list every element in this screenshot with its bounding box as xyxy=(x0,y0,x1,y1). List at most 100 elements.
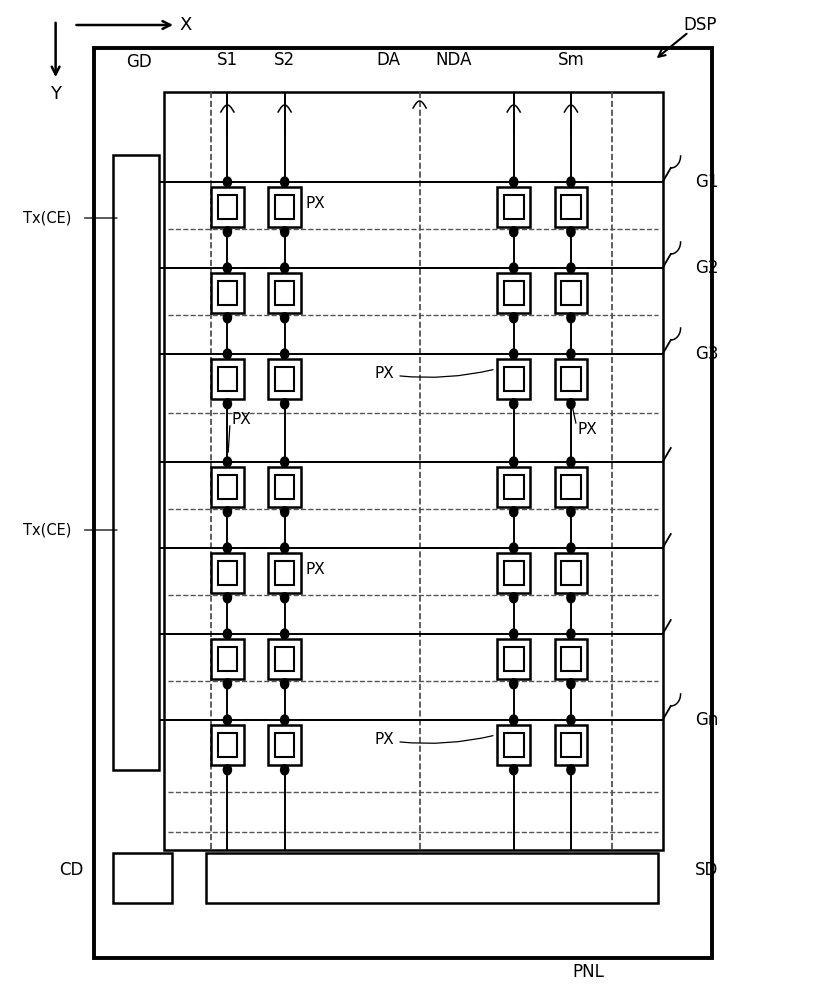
Circle shape xyxy=(223,227,231,237)
Text: PX: PX xyxy=(375,732,493,748)
Bar xyxy=(218,281,237,305)
Circle shape xyxy=(510,313,518,323)
Text: Sm: Sm xyxy=(558,51,584,69)
Bar xyxy=(268,467,301,507)
Text: GD: GD xyxy=(126,53,152,71)
Circle shape xyxy=(567,679,575,689)
Bar xyxy=(561,281,581,305)
Text: DA: DA xyxy=(376,51,401,69)
Text: PX: PX xyxy=(375,366,493,381)
Bar xyxy=(164,92,663,850)
Bar xyxy=(504,195,524,219)
Text: DSP: DSP xyxy=(684,16,717,34)
Bar xyxy=(211,273,244,313)
Circle shape xyxy=(223,399,231,409)
Bar xyxy=(555,553,587,593)
Text: CD: CD xyxy=(59,861,83,879)
Bar xyxy=(504,475,524,499)
Bar xyxy=(275,475,294,499)
Bar xyxy=(561,367,581,391)
Bar xyxy=(561,647,581,671)
Bar xyxy=(268,187,301,227)
Circle shape xyxy=(510,263,518,273)
Circle shape xyxy=(281,543,289,553)
Bar xyxy=(504,281,524,305)
Bar xyxy=(218,561,237,585)
Circle shape xyxy=(281,507,289,517)
Circle shape xyxy=(510,765,518,775)
Bar xyxy=(275,561,294,585)
Bar xyxy=(504,647,524,671)
Bar xyxy=(268,553,301,593)
Circle shape xyxy=(567,593,575,603)
Bar xyxy=(275,195,294,219)
Bar xyxy=(555,467,587,507)
Circle shape xyxy=(223,349,231,359)
Text: SD: SD xyxy=(695,861,719,879)
Circle shape xyxy=(223,263,231,273)
Bar xyxy=(218,367,237,391)
Bar xyxy=(555,359,587,399)
Circle shape xyxy=(223,313,231,323)
Circle shape xyxy=(510,543,518,553)
Bar xyxy=(555,725,587,765)
Bar xyxy=(497,359,530,399)
Bar xyxy=(555,639,587,679)
Bar xyxy=(561,195,581,219)
Text: PX: PX xyxy=(294,196,326,212)
Circle shape xyxy=(567,263,575,273)
Circle shape xyxy=(281,679,289,689)
Circle shape xyxy=(567,399,575,409)
Bar xyxy=(497,467,530,507)
Bar xyxy=(218,733,237,757)
Bar xyxy=(555,187,587,227)
Bar xyxy=(211,725,244,765)
Bar xyxy=(268,273,301,313)
Bar xyxy=(561,475,581,499)
Circle shape xyxy=(281,177,289,187)
Text: PX: PX xyxy=(294,562,326,578)
Bar xyxy=(211,639,244,679)
Circle shape xyxy=(510,349,518,359)
Bar xyxy=(497,639,530,679)
Circle shape xyxy=(510,629,518,639)
Circle shape xyxy=(510,679,518,689)
Bar xyxy=(94,48,712,958)
Circle shape xyxy=(281,313,289,323)
Text: X: X xyxy=(180,16,192,34)
Bar xyxy=(218,195,237,219)
Bar xyxy=(275,281,294,305)
Bar xyxy=(211,359,244,399)
Circle shape xyxy=(567,313,575,323)
Circle shape xyxy=(567,457,575,467)
Circle shape xyxy=(510,227,518,237)
Circle shape xyxy=(281,263,289,273)
Bar xyxy=(211,553,244,593)
Circle shape xyxy=(567,177,575,187)
Bar xyxy=(497,725,530,765)
Text: G3: G3 xyxy=(695,345,719,363)
Text: PNL: PNL xyxy=(573,963,605,981)
Circle shape xyxy=(281,765,289,775)
Circle shape xyxy=(223,765,231,775)
Text: Tx(CE): Tx(CE) xyxy=(23,522,71,538)
Circle shape xyxy=(281,593,289,603)
Bar xyxy=(211,467,244,507)
Circle shape xyxy=(567,629,575,639)
Circle shape xyxy=(510,593,518,603)
Bar xyxy=(275,733,294,757)
Text: S2: S2 xyxy=(274,51,295,69)
Circle shape xyxy=(223,629,231,639)
Circle shape xyxy=(281,629,289,639)
Circle shape xyxy=(567,765,575,775)
Text: PX: PX xyxy=(578,422,597,436)
Circle shape xyxy=(223,593,231,603)
Text: NDA: NDA xyxy=(436,51,472,69)
Bar xyxy=(504,733,524,757)
Bar xyxy=(113,853,172,903)
Bar xyxy=(561,733,581,757)
Circle shape xyxy=(510,715,518,725)
Bar xyxy=(218,647,237,671)
Circle shape xyxy=(510,507,518,517)
Text: Gn: Gn xyxy=(695,711,719,729)
